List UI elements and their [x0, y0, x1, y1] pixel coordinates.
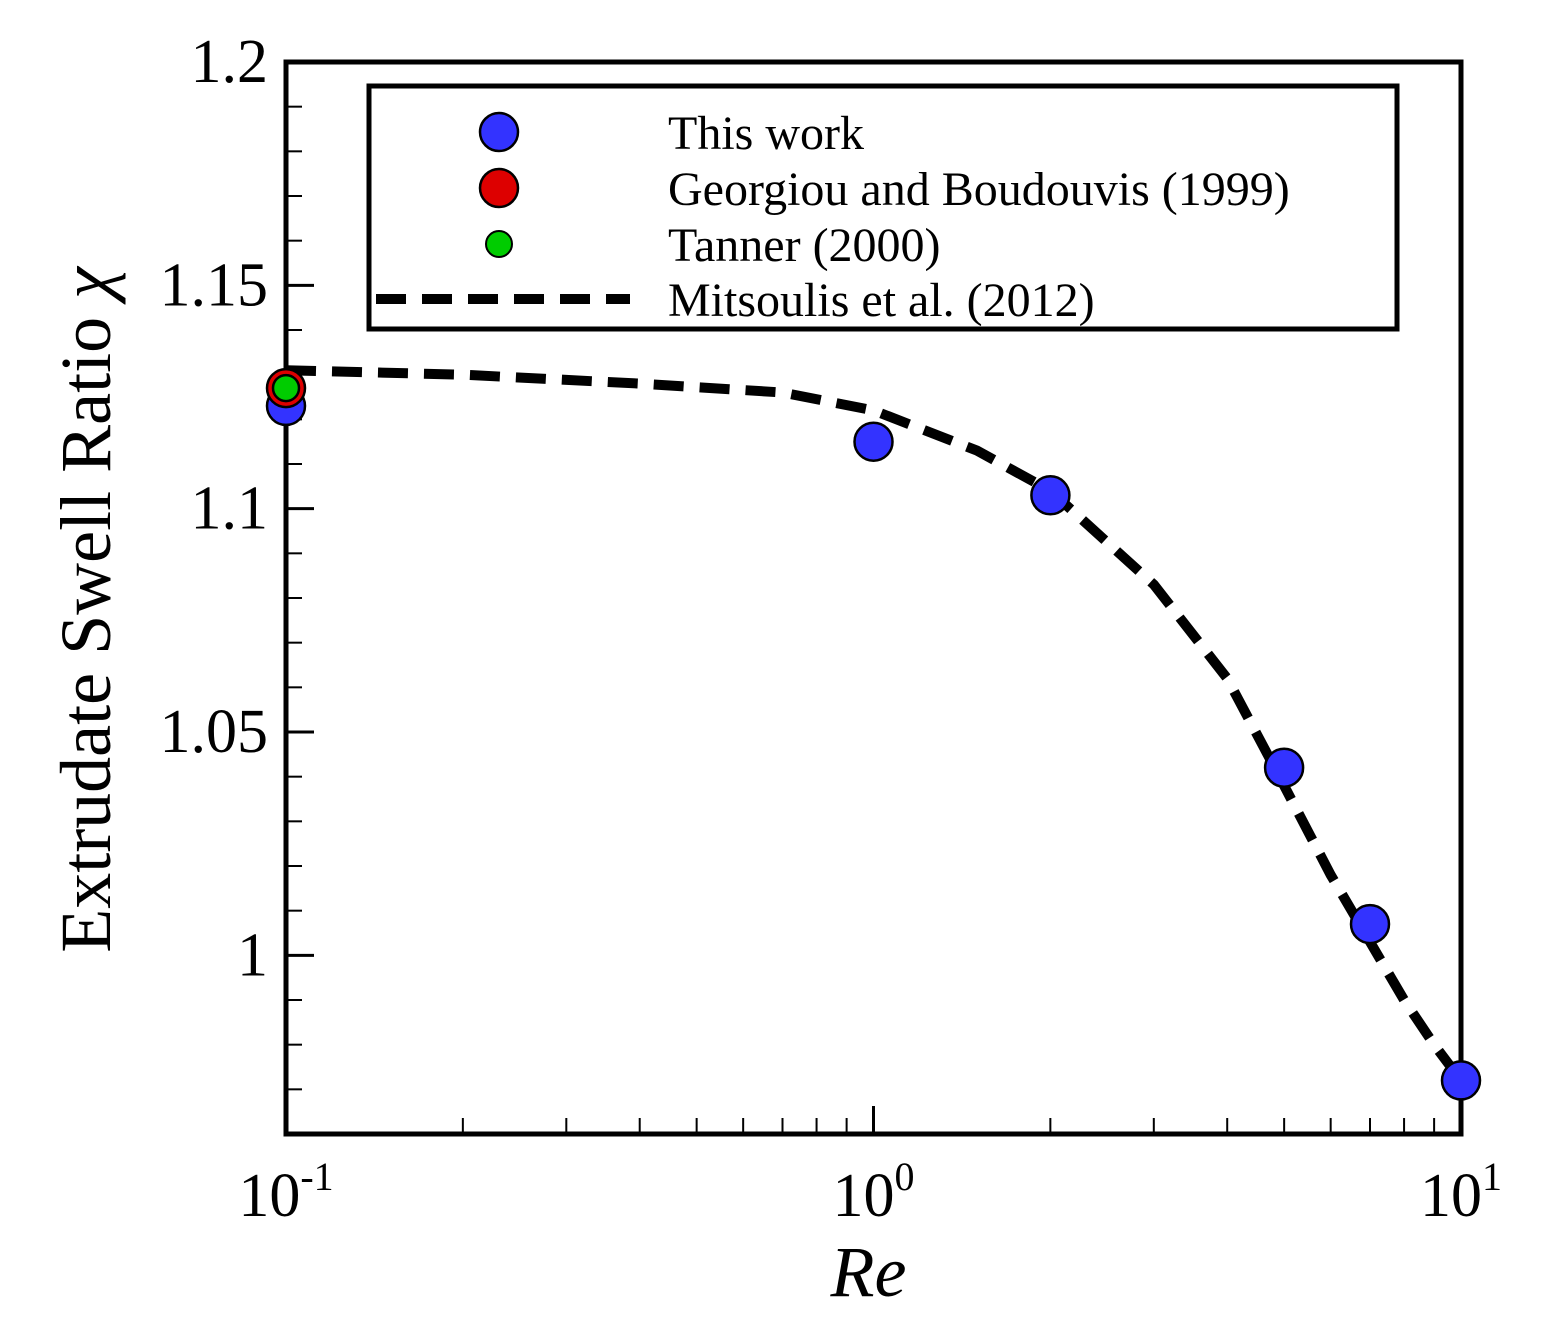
y-tick-label: 1.1	[191, 475, 269, 543]
legend-entry-this-work: This work	[478, 107, 864, 160]
legend-label-georgiou: Georgiou and Boudouvis (1999)	[668, 163, 1290, 216]
y-tick-label: 1.05	[160, 698, 269, 766]
legend-marker-georgiou	[478, 167, 520, 209]
legend-label-this-work: This work	[668, 107, 864, 160]
y-axis-title: Extrudate Swell Ratio χ	[46, 265, 126, 953]
data-point-series-0	[1030, 475, 1071, 516]
x-tick-label: 101	[1420, 1154, 1502, 1230]
y-tick-label: 1	[237, 921, 268, 989]
legend-label-tanner: Tanner (2000)	[668, 219, 941, 272]
plot-area: 1 1.05 1.1 1.15 1.2 10-1 100 101 Re Extrudate Swe…	[46, 28, 1502, 1312]
data-point-series-0	[1349, 903, 1391, 945]
data-point-series-0	[853, 421, 894, 462]
legend-marker-this-work	[478, 111, 520, 153]
x-tick-label: 100	[833, 1154, 915, 1230]
data-point-series-0	[1263, 747, 1305, 788]
x-tick-label: 10-1	[238, 1154, 333, 1230]
legend-entry-tanner: Tanner (2000)	[485, 219, 941, 272]
legend-entry-georgiou: Georgiou and Boudouvis (1999)	[478, 163, 1290, 216]
legend: This work Georgiou and Boudouvis (1999) …	[366, 83, 1400, 332]
legend-entry-mitsoulis: Mitsoulis et al. (2012)	[376, 274, 1095, 327]
y-tick-label: 1.15	[160, 251, 269, 319]
y-tick-label: 1.2	[191, 28, 269, 96]
legend-box	[366, 83, 1400, 332]
series-line-mitsoulis	[285, 365, 1465, 1084]
legend-marker-tanner	[485, 230, 513, 258]
data-point-series-0	[1440, 1060, 1482, 1101]
legend-label-mitsoulis: Mitsoulis et al. (2012)	[668, 274, 1095, 327]
x-axis-title: Re	[830, 1232, 907, 1312]
data-point-series-2	[271, 373, 301, 403]
